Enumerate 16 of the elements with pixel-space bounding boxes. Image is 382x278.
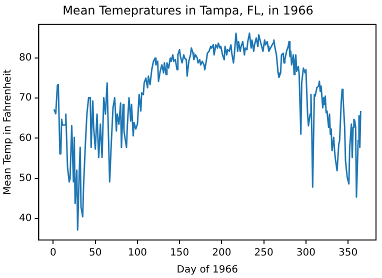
y-tick-label: 80	[18, 52, 32, 64]
x-tick-label: 350	[338, 248, 358, 259]
x-tick-label: 200	[212, 248, 232, 259]
x-tick-label: 150	[170, 248, 190, 259]
chart-title: Mean Temepratures in Tampa, FL, in 1966	[62, 3, 314, 18]
y-axis-title: Mean Temp in Fahrenheit	[2, 69, 14, 195]
y-tick-label: 60	[18, 132, 32, 144]
y-tick-label: 70	[18, 92, 32, 104]
x-tick-label: 0	[50, 248, 56, 259]
x-tick-label: 300	[296, 248, 316, 259]
y-tick-label: 40	[18, 212, 32, 224]
x-tick-label: 250	[254, 248, 274, 259]
x-tick-label: 100	[128, 248, 147, 259]
y-tick-label: 50	[18, 172, 32, 184]
x-axis-title: Day of 1966	[176, 264, 238, 276]
x-tick-label: 50	[88, 248, 102, 259]
